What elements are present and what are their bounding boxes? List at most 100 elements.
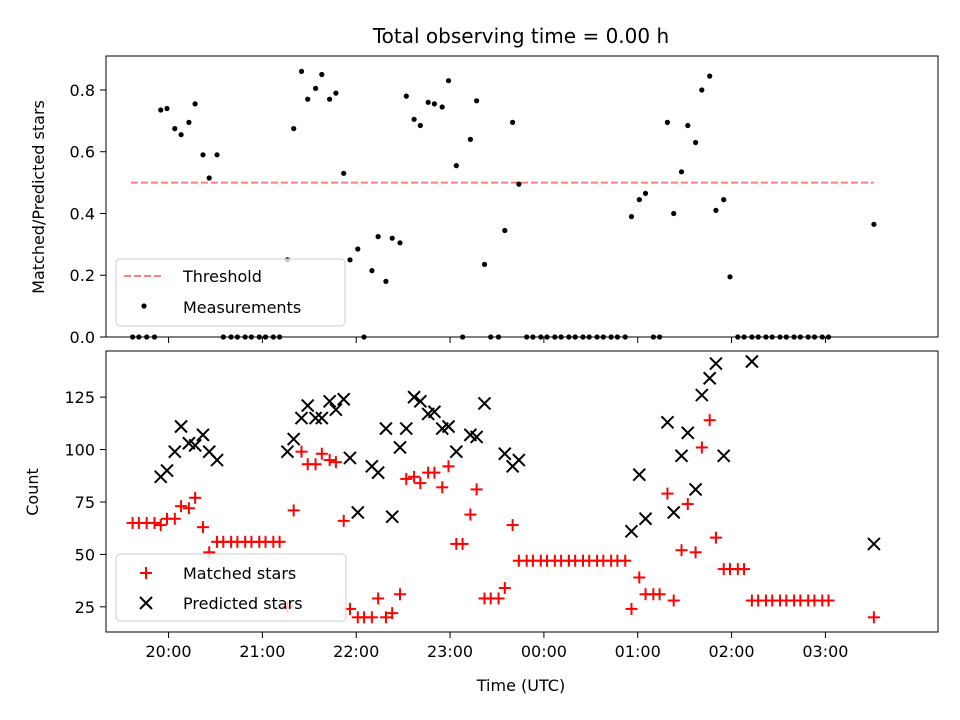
predicted-star-point-b: [638, 512, 653, 526]
top-legend: Threshold Measurements: [115, 258, 346, 327]
predicted-star-point: [308, 411, 323, 425]
matched-star-point: [456, 537, 469, 550]
predicted-star-point: [688, 482, 703, 497]
measurement-point: [298, 68, 305, 74]
top-y-tick-label: 0.6: [70, 143, 95, 162]
measurement-point: [403, 93, 409, 99]
predicted-star-point: [660, 415, 675, 430]
predicted-star-point: [441, 419, 456, 434]
predicted-star-point-b: [413, 394, 428, 409]
predicted-star-point-b: [280, 444, 295, 459]
bottom-y-axis: 25 50 75 100 125: [64, 388, 106, 617]
bottom-y-tick-label: 75: [75, 493, 95, 512]
x-tick-label: 23:00: [427, 642, 473, 661]
measurement-point: [355, 246, 361, 252]
measurement-point: [417, 122, 423, 129]
matched-star-point: [408, 470, 421, 483]
top-y-tick-label: 0.8: [70, 81, 95, 100]
predicted-star-point-b: [371, 465, 385, 480]
predicted-star-point-b: [632, 468, 647, 482]
matched-star-point: [619, 554, 632, 567]
x-tick-label: 02:00: [709, 642, 755, 661]
top-y-axis-label: Matched/Predicted stars: [29, 100, 48, 294]
matched-star-point: [400, 472, 413, 485]
measurement-point: [164, 105, 170, 112]
measurement-point: [411, 116, 417, 122]
predicted-star-point-b: [301, 398, 315, 413]
matched-stars-legend-marker: [140, 567, 152, 579]
predicted-star-point: [301, 398, 315, 413]
x-tick-label: 00:00: [521, 642, 567, 661]
predicted-star-point-b: [681, 426, 695, 440]
measurement-point: [509, 119, 516, 125]
matched-star-point: [189, 491, 202, 504]
predicted-star-point-b: [717, 449, 731, 463]
measurement-point: [516, 181, 522, 187]
matched-star-point: [822, 594, 835, 607]
matched-star-point: [287, 504, 300, 517]
matched-star-point: [738, 563, 751, 576]
predicted-star-point: [351, 505, 365, 520]
measurement-point: [192, 101, 198, 107]
matched-star-point: [329, 456, 342, 469]
predicted-star-point-b: [695, 388, 709, 402]
legend-matched-label: Matched stars: [183, 564, 296, 583]
matched-star-point: [653, 588, 666, 601]
measurement-point: [445, 78, 452, 84]
top-x-axis: [168, 337, 826, 343]
legend-threshold-label: Threshold: [182, 267, 262, 286]
matched-star-point: [506, 519, 519, 532]
predicted-star-point-b: [174, 419, 188, 434]
predicted-star-point: [168, 444, 182, 459]
predicted-star-point-b: [463, 428, 478, 442]
predicted-star-point-b: [709, 356, 723, 371]
predicted-star-point-b: [674, 449, 689, 463]
predicted-star-point: [188, 438, 202, 453]
measurement-point: [383, 278, 389, 284]
predicted-star-point: [322, 394, 337, 409]
predicted-star-point-b: [308, 411, 323, 425]
x-tick-label: 20:00: [146, 642, 192, 661]
predicted-star-point-b: [449, 444, 464, 459]
predicted-star-point-b: [294, 411, 309, 425]
measurement-point: [327, 96, 333, 102]
matched-star-point: [168, 512, 181, 525]
measurement-point: [713, 207, 719, 213]
measurement-point: [678, 169, 685, 175]
predicted-star-point: [745, 354, 759, 369]
bottom-y-axis-label: Count: [23, 468, 42, 516]
predicted-star-point: [329, 403, 343, 417]
predicted-star-point: [469, 430, 484, 444]
predicted-star-point: [393, 440, 407, 455]
predicted-star-point: [681, 426, 695, 440]
measurement-point: [664, 119, 671, 125]
predicted-star-point-b: [702, 371, 717, 385]
measurement-point: [214, 152, 220, 158]
matched-star-point: [470, 483, 483, 496]
matched-star-point: [633, 571, 646, 584]
predicted-star-point-b: [441, 419, 456, 434]
predicted-star-point: [280, 444, 295, 459]
predicted-star-point: [666, 505, 681, 520]
predicted-star-point: [449, 444, 464, 459]
predicted-star-point-b: [168, 444, 182, 459]
measurement-point: [172, 126, 178, 132]
predicted-star-point: [674, 449, 689, 463]
measurement-point: [397, 240, 403, 246]
legend-x-glyph: [139, 596, 153, 610]
matched-star-point: [625, 602, 638, 615]
matched-star-point: [428, 466, 441, 479]
predicted-star-point-b: [329, 403, 343, 417]
predicted-star-point: [477, 396, 492, 411]
predicted-star-point: [632, 468, 647, 482]
predicted-star-point-b: [666, 505, 681, 520]
matched-star-point: [442, 460, 455, 473]
measurements-legend-marker: [141, 303, 147, 309]
measurement-point: [481, 261, 488, 267]
predicted-star-point: [160, 463, 174, 478]
predicted-star-point-b: [188, 438, 202, 453]
measurement-point: [158, 107, 164, 113]
predicted-star-point: [709, 356, 723, 371]
measurement-point: [699, 87, 705, 93]
